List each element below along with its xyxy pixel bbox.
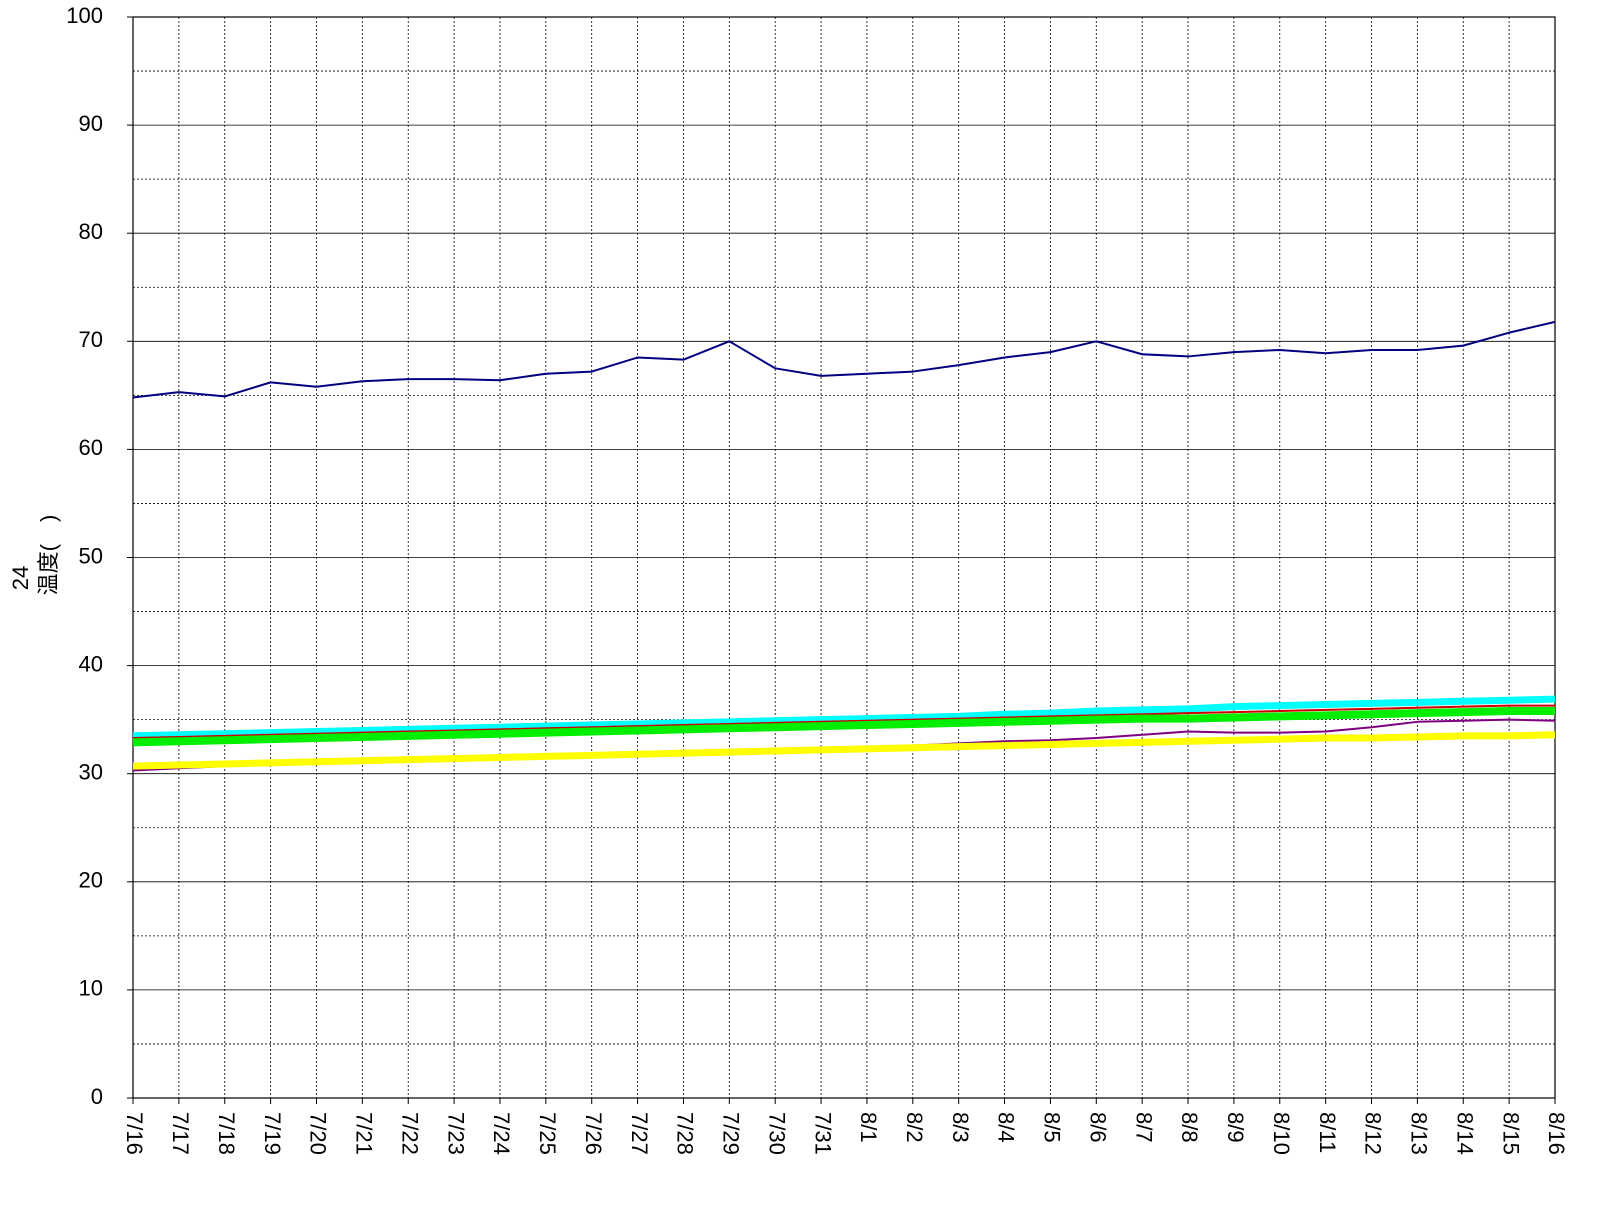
- x-tick-label: 7/31: [810, 1112, 835, 1155]
- y-tick-label: 0: [91, 1084, 103, 1109]
- x-tick-label: 7/28: [673, 1112, 698, 1155]
- y-tick-label: 30: [79, 760, 103, 785]
- plot-border: [132, 16, 1556, 1099]
- x-tick-label: 8/1: [856, 1112, 881, 1143]
- x-tick-label: 8/2: [902, 1112, 927, 1143]
- x-tick-label: 7/21: [352, 1112, 377, 1155]
- x-tick-label: 7/23: [443, 1112, 468, 1155]
- x-tick-label: 7/16: [122, 1112, 147, 1155]
- series-line: [132, 707, 1555, 747]
- x-tick-label: 7/29: [719, 1112, 744, 1155]
- x-tick-label: 7/17: [168, 1112, 193, 1155]
- y-tick-label: 20: [79, 868, 103, 893]
- x-tick-label: 8/7: [1131, 1112, 1156, 1143]
- x-tick-label: 8/3: [948, 1112, 973, 1143]
- y-tick-label: 40: [79, 651, 103, 676]
- x-tick-label: 7/24: [489, 1112, 514, 1155]
- x-tick-label: 8/12: [1361, 1112, 1386, 1155]
- y-axis-label: 温度( ): [36, 515, 61, 596]
- y-axis-annotation: 24: [8, 566, 33, 590]
- x-tick-label: 8/4: [994, 1112, 1019, 1143]
- x-tick-label: 7/25: [535, 1112, 560, 1155]
- y-tick-label: 80: [79, 219, 103, 244]
- y-tick-label: 10: [79, 976, 103, 1001]
- y-tick-label: 100: [66, 3, 103, 28]
- x-tick-label: 8/15: [1498, 1112, 1523, 1155]
- series-line: [132, 320, 1556, 399]
- x-tick-label: 8/16: [1544, 1112, 1569, 1155]
- y-tick-label: 50: [79, 543, 103, 568]
- x-tick-label: 8/6: [1085, 1112, 1110, 1143]
- series-line: [132, 695, 1556, 740]
- y-tick-label: 60: [79, 435, 103, 460]
- x-tick-label: 7/20: [306, 1112, 331, 1155]
- x-tick-label: 7/27: [627, 1112, 652, 1155]
- x-tick-label: 8/10: [1269, 1112, 1294, 1155]
- x-tick-label: 7/18: [214, 1112, 239, 1155]
- y-tick-label: 70: [79, 327, 103, 352]
- series-line: [132, 704, 1555, 740]
- x-tick-label: 7/22: [397, 1112, 422, 1155]
- x-tick-label: 8/9: [1223, 1112, 1248, 1143]
- x-tick-label: 7/30: [764, 1112, 789, 1155]
- x-tick-label: 8/13: [1407, 1112, 1432, 1155]
- x-tick-label: 8/11: [1315, 1112, 1340, 1153]
- x-tick-label: 8/14: [1452, 1112, 1477, 1155]
- x-tick-label: 8/5: [1040, 1112, 1065, 1143]
- series-line: [132, 731, 1556, 770]
- x-tick-label: 7/19: [260, 1112, 285, 1155]
- x-tick-label: 8/8: [1177, 1112, 1202, 1143]
- y-tick-label: 90: [79, 111, 103, 136]
- x-tick-label: 7/26: [581, 1112, 606, 1155]
